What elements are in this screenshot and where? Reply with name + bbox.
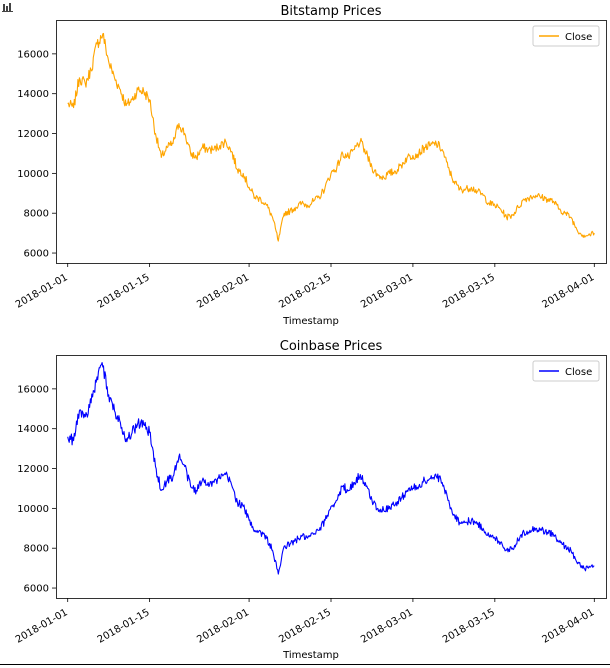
x-tick-label: 2018-01-01	[14, 272, 70, 311]
plot-frame	[56, 20, 607, 264]
y-tick-label: 14000	[17, 424, 49, 435]
close-series-line	[67, 32, 595, 242]
y-tick-label: 12000	[17, 129, 49, 140]
y-tick-label: 10000	[17, 169, 49, 180]
legend-box	[532, 360, 600, 382]
coinbase-chart: Coinbase Prices 6000 8000 10000 12000 14000 16…	[14, 339, 607, 661]
x-tick-label: 2018-04-01	[540, 272, 596, 311]
close-series-line	[67, 362, 595, 575]
y-tick-label: 8000	[24, 209, 49, 220]
x-tick-label: 2018-01-15	[96, 607, 152, 646]
x-tick-label: 2018-01-15	[96, 272, 152, 311]
legend-box	[532, 25, 600, 47]
chart-title: Coinbase Prices	[280, 339, 383, 354]
y-tick-label: 16000	[17, 49, 49, 60]
x-tick-label: 2018-02-15	[277, 272, 333, 311]
x-tick-label: 2018-02-15	[277, 607, 333, 646]
x-tick-label: 2018-02-01	[195, 607, 251, 646]
toolbar-chart-icon[interactable]	[2, 2, 13, 12]
plot-frame	[56, 355, 607, 599]
legend: Close	[532, 25, 600, 47]
x-tick-label: 2018-03-15	[441, 607, 497, 646]
y-tick-label: 16000	[17, 384, 49, 395]
legend-entry: Close	[565, 367, 592, 378]
y-tick-label: 14000	[17, 89, 49, 100]
x-tick-label: 2018-04-01	[540, 607, 596, 646]
y-tick-label: 12000	[17, 464, 49, 475]
x-axis-label: Timestamp	[282, 650, 339, 661]
x-tick-label: 2018-03-15	[441, 272, 497, 311]
legend-entry: Close	[565, 32, 592, 43]
x-axis-label: Timestamp	[282, 316, 339, 327]
y-tick-label: 6000	[24, 249, 49, 260]
y-tick-label: 8000	[24, 544, 49, 555]
chart-title: Bitstamp Prices	[281, 4, 382, 19]
x-tick-label: 2018-02-01	[195, 272, 251, 311]
x-tick-label: 2018-01-01	[14, 607, 70, 646]
bitstamp-chart: Bitstamp Prices 6000 8000 10000 12000 14000 16…	[14, 4, 607, 327]
x-tick-label: 2018-03-01	[359, 272, 415, 311]
y-tick-label: 10000	[17, 504, 49, 515]
x-tick-label: 2018-03-01	[359, 607, 415, 646]
y-tick-label: 6000	[24, 584, 49, 595]
legend: Close	[532, 360, 600, 382]
